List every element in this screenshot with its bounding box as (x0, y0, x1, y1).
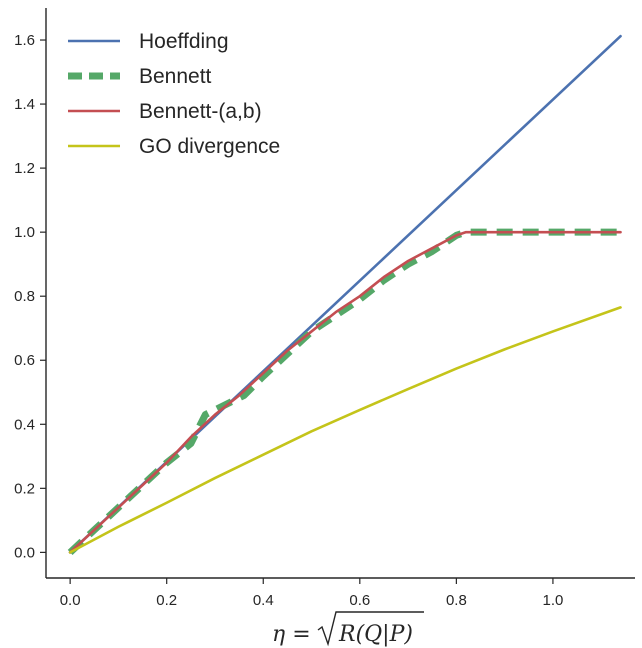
y-tick-label: 1.2 (14, 160, 35, 177)
legend-label: Bennett-(a,b) (139, 100, 262, 123)
series-line-bennett (67, 228, 621, 555)
y-tick-label: 0.6 (14, 352, 35, 369)
x-tick-label: 0.6 (349, 592, 370, 609)
legend-label: Hoeffding (139, 30, 229, 53)
series-line-bennett-a-b (68, 230, 622, 554)
y-tick-label: 0.2 (14, 480, 35, 497)
x-tick-label: 0.2 (156, 592, 177, 609)
x-tick-label: 0.0 (60, 592, 81, 609)
radical-sign (317, 611, 424, 647)
axes: 0.0 0.2 0.4 0.6 0.8 1.0 0.0 0.2 0.4 0.6 0.8 1.0 1.2 1… (14, 8, 635, 609)
y-tick-label: 1.6 (14, 32, 35, 49)
y-tick-label: 1.0 (14, 224, 35, 241)
y-tick-label: 0.8 (14, 288, 35, 305)
y-tick-label: 0.4 (14, 416, 35, 433)
x-tick-label: 0.8 (446, 592, 467, 609)
x-axis-label: η = R(Q|P) (272, 622, 413, 647)
series-line-go-divergence (68, 306, 622, 554)
y-tick-label: 1.4 (14, 96, 35, 113)
legend-label: GO divergence (139, 135, 280, 158)
y-tick-label: 0.0 (14, 544, 35, 561)
x-tick-label: 0.4 (253, 592, 274, 609)
plot-area (67, 34, 622, 555)
legend: Hoeffding Bennett Bennett-(a,b) GO divergen… (68, 30, 280, 158)
legend-label: Bennett (139, 65, 212, 88)
x-tick-label: 1.0 (542, 592, 563, 609)
